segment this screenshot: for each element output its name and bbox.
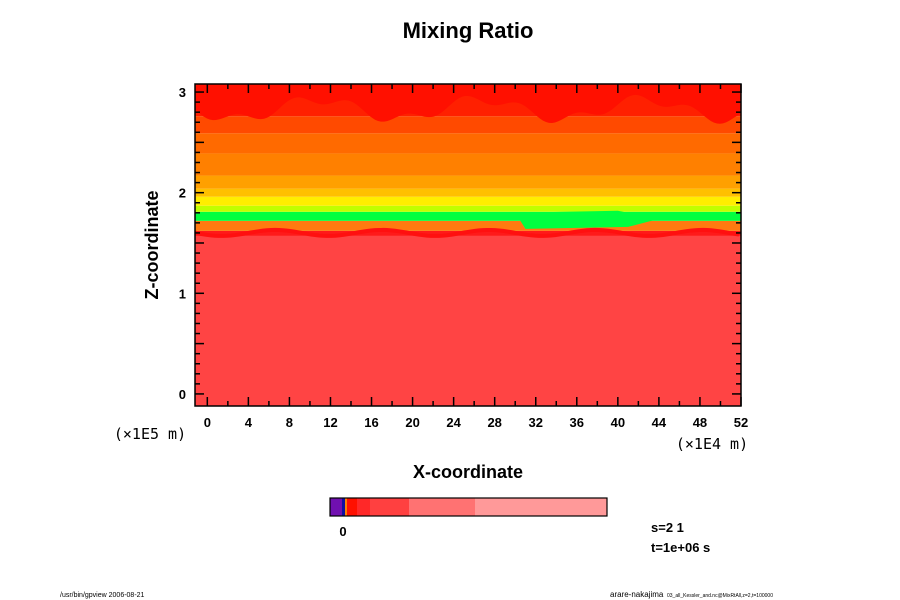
heatmap-bands (195, 84, 741, 406)
y-tick-label: 2 (179, 186, 186, 201)
x-unit-label: (×1E4 m) (676, 435, 748, 453)
x-tick-label: 48 (693, 415, 707, 430)
x-tick-label: 52 (734, 415, 748, 430)
t-annotation: t=1e+06 s (651, 540, 710, 555)
colorbar-segment (342, 498, 345, 516)
heatmap-green-patch (515, 210, 659, 229)
x-tick-label: 44 (652, 415, 667, 430)
colorbar-segment (409, 498, 475, 516)
x-tick-label: 12 (323, 415, 337, 430)
plot-frame (194, 83, 742, 407)
colorbar-segment (357, 498, 370, 516)
x-tick-label: 20 (405, 415, 419, 430)
heatmap-band (195, 116, 741, 134)
heatmap-band (195, 188, 741, 197)
x-tick-label: 4 (245, 415, 253, 430)
x-tick-label: 32 (529, 415, 543, 430)
y-axis-label: Z-coordinate (142, 190, 162, 299)
x-tick-label: 36 (570, 415, 584, 430)
heatmap-band (195, 175, 741, 189)
colorbar (329, 497, 608, 517)
s-annotation: s=2 1 (651, 520, 684, 535)
x-tick-label: 40 (611, 415, 625, 430)
x-tick-label: 24 (446, 415, 461, 430)
x-tick-label: 28 (487, 415, 501, 430)
x-axis-label: X-coordinate (413, 462, 523, 482)
colorbar-frame (329, 497, 608, 517)
y-tick-label: 1 (179, 286, 186, 301)
x-tick-label: 16 (364, 415, 378, 430)
x-tick-label: 8 (286, 415, 293, 430)
plot-area (194, 83, 742, 407)
y-tick-label: 3 (179, 85, 186, 100)
heatmap-band (195, 235, 741, 406)
colorbar-tick-label: 0 (339, 524, 346, 539)
heatmap-band (195, 205, 741, 212)
y-unit-label: (×1E5 m) (114, 425, 186, 443)
heatmap-band (195, 196, 741, 206)
heatmap-plume-region (195, 84, 741, 124)
x-tick-label: 0 (204, 415, 211, 430)
colorbar-segment (345, 498, 347, 516)
chart-title: Mixing Ratio (403, 18, 534, 43)
heatmap-band (195, 220, 741, 231)
heatmap-band (195, 153, 741, 176)
footer-left: /usr/bin/gpview 2006-08-21 (60, 592, 145, 599)
colorbar-segment (347, 498, 357, 516)
colorbar-segment (330, 498, 342, 516)
heatmap-band (195, 133, 741, 154)
heatmap-band (195, 211, 741, 221)
footer-right-main: arare-nakajima (610, 590, 664, 599)
colorbar-segment (475, 498, 607, 516)
heatmap-boundary (195, 227, 740, 238)
colorbar-segment (370, 498, 409, 516)
footer-right-sub: 03_all_Kessler_and.nc@MixRtAll,z=2,t=100… (667, 593, 773, 599)
y-tick-label: 0 (179, 387, 186, 402)
